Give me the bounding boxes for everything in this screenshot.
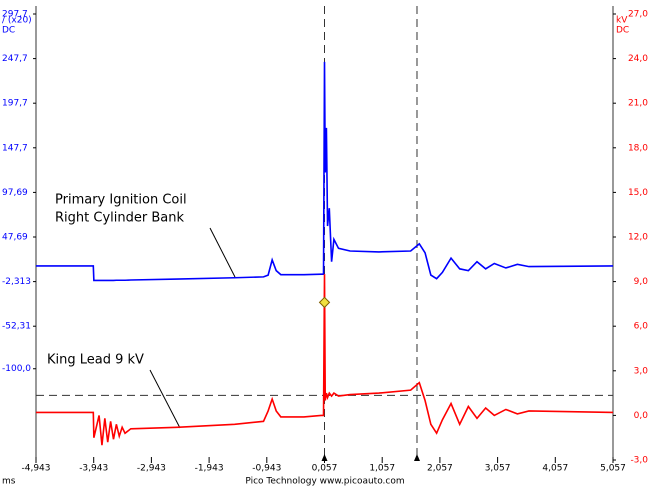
y2-tick-label: 21,0 bbox=[628, 99, 648, 109]
y-unit: DC bbox=[2, 26, 15, 36]
annotation-arrow bbox=[149, 369, 181, 429]
y2-tick-label: 24,0 bbox=[628, 54, 648, 64]
x-tick-label: 3,057 bbox=[485, 464, 511, 474]
y-tick-label: 297,7 bbox=[2, 10, 28, 20]
x-tick-label: 0,057 bbox=[312, 464, 338, 474]
y-tick-label: 97,69 bbox=[2, 188, 28, 198]
trigger-marker bbox=[318, 296, 331, 309]
trace bbox=[36, 61, 614, 282]
y2-tick-label: 3,0 bbox=[634, 366, 649, 376]
y2-tick-label: 0,0 bbox=[634, 411, 649, 421]
y-tick-label: 247,7 bbox=[2, 54, 28, 64]
y2-tick-label: 15,0 bbox=[628, 188, 648, 198]
y2-tick-label: 9,0 bbox=[634, 277, 649, 287]
x-tick-label: -4,943 bbox=[21, 464, 50, 474]
y-tick-label: 147,7 bbox=[2, 143, 28, 153]
y-tick-label: -52,31 bbox=[2, 322, 31, 332]
x-tick-label: 1,057 bbox=[369, 464, 395, 474]
y-tick-label: 47,69 bbox=[2, 233, 28, 243]
y2-unit: kV bbox=[616, 16, 628, 26]
y2-tick-label: 27,0 bbox=[628, 10, 648, 20]
y2-tick-label: 18,0 bbox=[628, 143, 648, 153]
cursor-marker bbox=[321, 454, 328, 461]
x-tick-label: 5,057 bbox=[600, 464, 626, 474]
annotation: King Lead 9 kV bbox=[47, 353, 144, 368]
annotation: Primary Ignition Coil bbox=[55, 193, 187, 208]
y-tick-label: 197,7 bbox=[2, 99, 28, 109]
x-tick-label: 2,057 bbox=[427, 464, 453, 474]
footer: Pico Technology www.picoauto.com bbox=[245, 477, 404, 487]
y2-tick-label: 12,0 bbox=[628, 233, 648, 243]
y2-tick-label: -3,0 bbox=[630, 456, 648, 466]
y-tick-label: -2,313 bbox=[2, 277, 31, 287]
y-tick-label: -100,0 bbox=[2, 364, 31, 374]
y-unit: / (x20) bbox=[2, 16, 32, 26]
x-tick-label: -1,943 bbox=[195, 464, 224, 474]
annotation: Right Cylinder Bank bbox=[55, 211, 184, 226]
y2-unit: DC bbox=[616, 26, 629, 36]
annotation-arrow bbox=[209, 227, 236, 278]
cursor-marker bbox=[413, 454, 420, 461]
x-unit: ms bbox=[2, 477, 16, 487]
x-tick-label: 4,057 bbox=[542, 464, 568, 474]
trace bbox=[36, 274, 614, 446]
x-tick-label: -2,943 bbox=[137, 464, 166, 474]
x-tick-label: -3,943 bbox=[79, 464, 108, 474]
x-tick-label: -0,943 bbox=[252, 464, 281, 474]
y2-tick-label: 6,0 bbox=[634, 322, 649, 332]
